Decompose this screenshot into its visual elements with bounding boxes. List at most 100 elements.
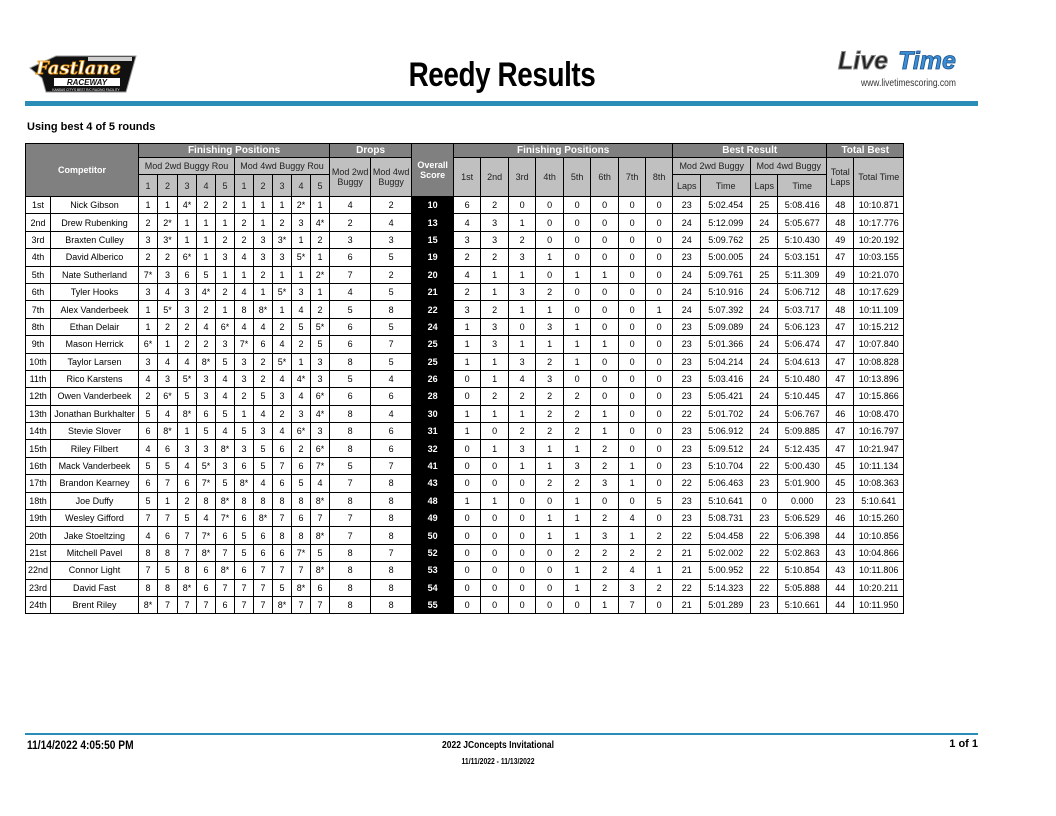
- round-header[interactable]: 3: [177, 174, 197, 197]
- place-count-cell: 0: [645, 265, 674, 284]
- round-4wd-cell: 6: [272, 543, 292, 563]
- position-cell: 3rd: [25, 230, 51, 250]
- round-header[interactable]: 1: [234, 174, 254, 197]
- position-cell: 13th: [25, 404, 51, 424]
- result-row[interactable]: 15th Riley Filbert 4 6 3 3 8* 3 5 6 2 6* 8 6 32 0 1 3 1 1 2 0…: [25, 439, 905, 458]
- result-row[interactable]: 21st Mitchell Pavel 8 8 7 8* 7 5 6 6 7* 5 8 7 52 0 0 0 0 2 2…: [25, 543, 905, 563]
- result-row[interactable]: 7th Alex Vanderbeek 1 5* 3 2 1 8 8* 1 4 2 5 8 22 3 2 1 1 0 0…: [25, 300, 905, 319]
- place-count-cell: 1: [618, 526, 647, 545]
- place-count-cell: 1: [453, 352, 482, 371]
- place-header[interactable]: 7th: [618, 157, 647, 197]
- overall-score-cell: 24: [411, 317, 455, 337]
- competitor-header[interactable]: Competitor: [25, 143, 139, 197]
- round-header[interactable]: 1: [138, 174, 158, 197]
- round-header[interactable]: 5: [215, 174, 235, 197]
- position-cell: 14th: [25, 422, 51, 441]
- result-row[interactable]: 12th Owen Vanderbeek 2 6* 5 3 4 2 5 3 4 6* 6 6 28 0 2 2 2 2…: [25, 387, 905, 406]
- best-4wd-laps: 24: [750, 335, 779, 354]
- result-row[interactable]: 3rd Braxten Culley 3 3* 1 1 2 2 3 3* 1 2 3 3 15 3 3 2 0 0 0 0…: [25, 230, 905, 250]
- round-4wd-cell: 3: [253, 248, 273, 267]
- total-laps-header[interactable]: Total Laps: [826, 157, 855, 197]
- result-row[interactable]: 4th David Alberico 2 2 6* 1 3 4 3 3 5* 1 6 5 19 2 2 3 1 0 0 0…: [25, 248, 905, 267]
- round-2wd-cell: 6: [196, 404, 216, 424]
- overall-score-cell: 32: [411, 439, 455, 458]
- place-count-cell: 0: [453, 474, 482, 493]
- result-row[interactable]: 17th Brandon Kearney 6 7 6 7* 5 8* 4 6 5 4 7 8 43 0 0 0 2 2…: [25, 474, 905, 493]
- place-header[interactable]: 2nd: [480, 157, 510, 197]
- round-4wd-cell: 2: [234, 387, 254, 406]
- round-2wd-cell: 4: [215, 369, 235, 389]
- drop-4wd-header[interactable]: Mod 4wd Buggy: [370, 157, 413, 197]
- place-header[interactable]: 4th: [535, 157, 565, 197]
- round-2wd-cell: 1: [157, 491, 178, 511]
- place-header[interactable]: 6th: [590, 157, 620, 197]
- position-cell: 5th: [25, 265, 51, 284]
- best-4wd-time: 5:01.900: [777, 474, 828, 493]
- best-4wd-laps-header[interactable]: Laps: [750, 174, 779, 197]
- result-row[interactable]: 2nd Drew Rubenking 2 2* 1 1 1 2 1 2 3 4* 2 4 13 4 3 1 0 0 0 0…: [25, 213, 905, 232]
- result-row[interactable]: 16th Mack Vanderbeek 5 5 4 5* 3 6 5 7 6 7* 5 7 41 0 0 1 1 3…: [25, 456, 905, 476]
- place-count-cell: 4: [508, 369, 537, 389]
- drop-2wd-cell: 8: [329, 561, 372, 580]
- result-row[interactable]: 9th Mason Herrick 6* 1 2 2 3 7* 6 4 2 5 6 7 25 1 3 1 1 1 1 0 0…: [25, 335, 905, 354]
- result-row[interactable]: 22nd Connor Light 7 5 8 6 8* 6 7 7 7 8* 8 8 53 0 0 0 0 1 2 4 1…: [25, 561, 905, 580]
- round-header[interactable]: 2: [253, 174, 273, 197]
- drop-4wd-cell: 4: [370, 404, 413, 424]
- result-row[interactable]: 20th Jake Stoeltzing 4 6 7 7* 6 5 6 8 8 8* 7 8 50 0 0 0 1 1…: [25, 526, 905, 545]
- drop-2wd-cell: 8: [329, 352, 372, 371]
- place-header[interactable]: 5th: [563, 157, 592, 197]
- website-url[interactable]: www.livetimescoring.com: [861, 78, 956, 89]
- overall-score-cell: 25: [411, 352, 455, 371]
- place-count-cell: 0: [618, 230, 647, 250]
- overall-score-header[interactable]: Overall Score: [411, 143, 455, 197]
- place-count-cell: 0: [508, 509, 537, 528]
- result-row[interactable]: 1st Nick Gibson 1 1 4* 2 2 1 1 1 2* 1 4 2 10 6 2 0 0 0 0 0 0 23…: [25, 195, 905, 215]
- result-row[interactable]: 10th Taylor Larsen 3 4 4 8* 5 3 2 5* 1 3 8 5 25 1 1 3 2 1 0 0…: [25, 352, 905, 371]
- position-cell: 10th: [25, 352, 51, 371]
- result-row[interactable]: 24th Brent Riley 8* 7 7 7 6 7 7 8* 7 7 8 8 55 0 0 0 0 0 1 7 0 2…: [25, 595, 905, 615]
- place-header[interactable]: 1st: [453, 157, 482, 197]
- round-4wd-cell: 4*: [309, 213, 331, 232]
- round-header[interactable]: 3: [272, 174, 292, 197]
- round-4wd-cell: 4: [234, 317, 254, 337]
- result-row[interactable]: 14th Stevie Slover 6 8* 1 5 4 5 3 4 6* 3 8 6 31 1 0 2 2 2 1 0…: [25, 422, 905, 441]
- round-header[interactable]: 4: [196, 174, 216, 197]
- round-header[interactable]: 5: [309, 174, 331, 197]
- place-count-cell: 2: [590, 578, 620, 597]
- place-header[interactable]: 8th: [645, 157, 674, 197]
- round-4wd-cell: 8: [234, 300, 254, 319]
- round-header[interactable]: 4: [291, 174, 311, 197]
- total-time-header[interactable]: Total Time: [853, 157, 905, 197]
- best-2wd-time-header[interactable]: Time: [700, 174, 752, 197]
- overall-score-cell: 48: [411, 491, 455, 511]
- result-row[interactable]: 5th Nate Sutherland 7* 3 6 5 1 1 2 1 1 2* 7 2 20 4 1 1 0 1 1…: [25, 265, 905, 284]
- result-row[interactable]: 11th Rico Karstens 4 3 5* 3 4 3 2 4 4* 3 5 4 26 0 1 4 3 0 0 0…: [25, 369, 905, 389]
- best-4wd-laps: 23: [750, 474, 779, 493]
- round-2wd-cell: 3: [196, 369, 216, 389]
- round-2wd-cell: 8: [196, 491, 216, 511]
- place-count-cell: 0: [563, 248, 592, 267]
- round-2wd-cell: 3: [177, 439, 197, 458]
- round-4wd-cell: 3: [272, 248, 292, 267]
- round-header[interactable]: 2: [157, 174, 178, 197]
- competitor-name: Wesley Gifford: [50, 509, 139, 528]
- round-2wd-cell: 7*: [138, 265, 158, 284]
- best-2wd-laps: 22: [672, 404, 702, 424]
- total-time: 5:10.641: [853, 491, 905, 511]
- place-count-cell: 0: [590, 300, 620, 319]
- best-4wd-time-header[interactable]: Time: [777, 174, 828, 197]
- result-row[interactable]: 13th Jonathan Burkhalter 5 4 8* 6 5 1 4 2 3 4* 8 4 30 1…: [25, 404, 905, 424]
- best-2wd-laps: 23: [672, 422, 702, 441]
- result-row[interactable]: 8th Ethan Delair 1 2 2 4 6* 4 4 2 5 5* 6 5 24 1 3 0 3 1 0 0 0 2…: [25, 317, 905, 337]
- result-row[interactable]: 19th Wesley Gifford 7 7 5 4 7* 6 8* 7 6 7 7 8 49 0 0 0 1 1 2…: [25, 509, 905, 528]
- place-count-cell: 0: [453, 387, 482, 406]
- round-2wd-cell: 3: [215, 335, 235, 354]
- place-count-cell: 0: [453, 456, 482, 476]
- round-2wd-cell: 2: [196, 195, 216, 215]
- drop-2wd-header[interactable]: Mod 2wd Buggy: [329, 157, 372, 197]
- result-row[interactable]: 6th Tyler Hooks 3 4 3 4* 2 4 1 5* 3 1 4 5 21 2 1 3 2 0 0 0 0 24…: [25, 282, 905, 302]
- best-2wd-laps-header[interactable]: Laps: [672, 174, 702, 197]
- result-row[interactable]: 23rd David Fast 8 8 8* 6 7 7 7 5 8* 6 8 8 54 0 0 0 0 1 2 3 2 22…: [25, 578, 905, 597]
- place-header[interactable]: 3rd: [508, 157, 537, 197]
- result-row[interactable]: 18th Joe Duffy 5 1 2 8 8* 8 8 8 8 8* 8 8 48 1 1 0 0 1 0 0 5 23 5…: [25, 491, 905, 511]
